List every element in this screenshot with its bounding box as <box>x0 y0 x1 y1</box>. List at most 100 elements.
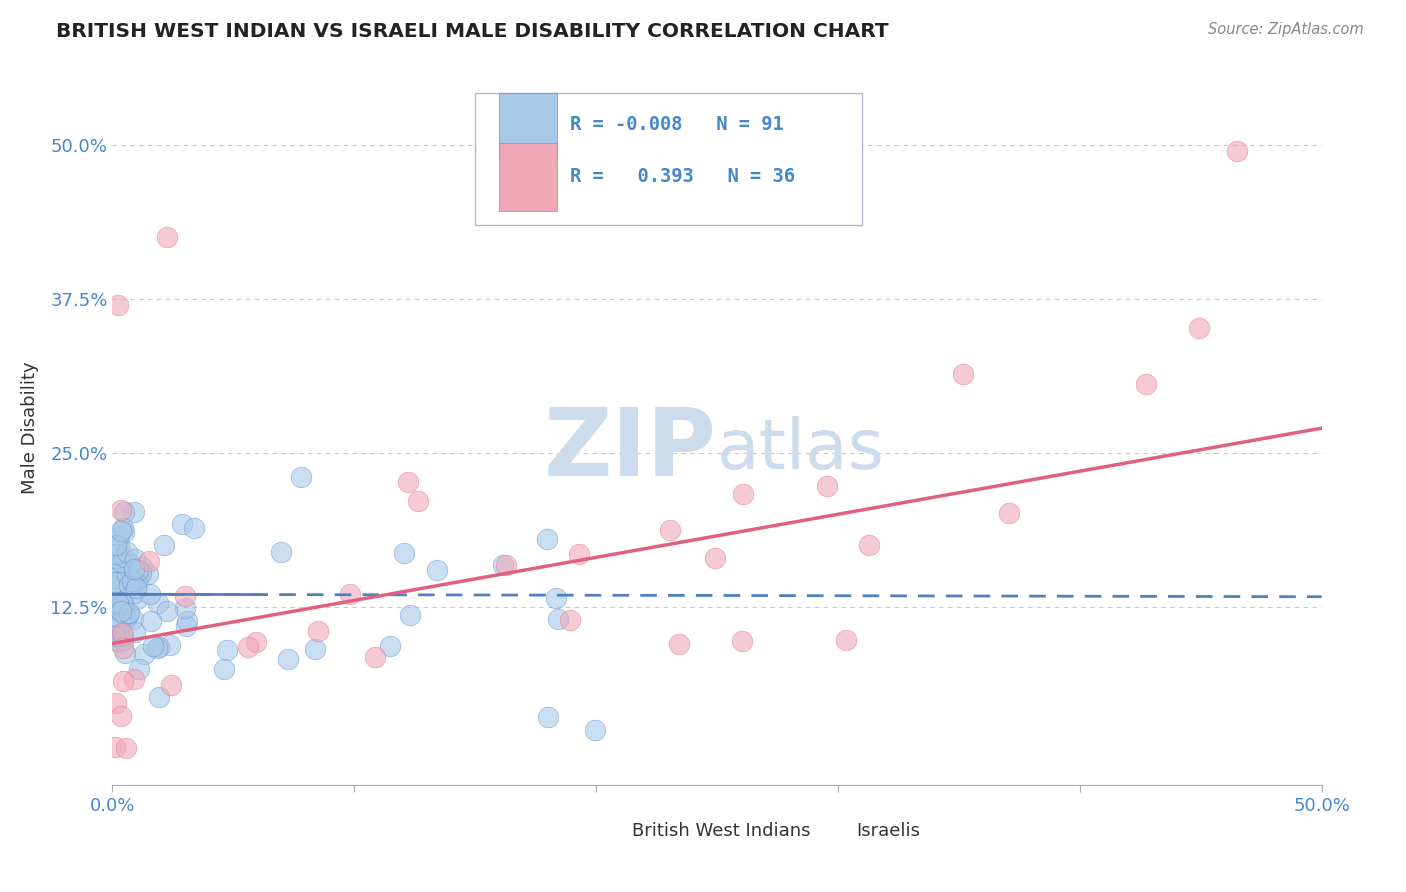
Point <box>492 558 515 573</box>
Point <box>536 532 558 546</box>
FancyBboxPatch shape <box>581 815 621 847</box>
Point <box>290 470 312 484</box>
Point <box>585 723 607 737</box>
Text: R =   0.393   N = 36: R = 0.393 N = 36 <box>569 167 794 186</box>
Point <box>835 633 858 648</box>
Point <box>104 740 127 755</box>
Point <box>176 619 198 633</box>
Point <box>111 673 134 688</box>
Point <box>108 635 131 649</box>
Point <box>174 589 197 603</box>
Point <box>104 578 127 592</box>
Point <box>406 494 429 508</box>
Point <box>426 563 449 577</box>
Point <box>107 539 129 553</box>
Point <box>108 630 131 644</box>
Point <box>277 652 299 666</box>
Point <box>544 591 567 606</box>
Point <box>142 640 165 654</box>
Point <box>110 595 132 609</box>
Point <box>122 612 145 626</box>
Point <box>339 586 361 600</box>
Point <box>104 603 127 617</box>
Point <box>568 547 591 561</box>
Point <box>156 604 179 618</box>
Point <box>125 577 148 591</box>
Point <box>858 538 880 552</box>
Point <box>114 609 136 624</box>
Point <box>139 587 162 601</box>
Point <box>111 633 134 648</box>
Point <box>132 647 155 661</box>
Point <box>364 650 387 665</box>
Point <box>495 558 517 572</box>
Point <box>111 625 134 640</box>
Point <box>124 552 146 566</box>
Point <box>112 505 135 519</box>
FancyBboxPatch shape <box>475 93 862 225</box>
Point <box>245 635 267 649</box>
Text: Source: ZipAtlas.com: Source: ZipAtlas.com <box>1208 22 1364 37</box>
Point <box>115 566 138 581</box>
Point <box>110 555 132 569</box>
Point <box>139 615 162 629</box>
Point <box>105 621 128 635</box>
Point <box>1226 145 1249 159</box>
Text: ZIP: ZIP <box>544 403 717 496</box>
Point <box>115 609 138 624</box>
Point <box>105 548 128 562</box>
Point <box>537 710 560 724</box>
Point <box>111 553 134 567</box>
Point <box>215 643 238 657</box>
Point <box>110 708 132 723</box>
Point <box>238 640 260 654</box>
Point <box>124 672 146 686</box>
Text: Israelis: Israelis <box>856 822 920 840</box>
Point <box>110 603 132 617</box>
Point <box>396 475 419 489</box>
Point <box>125 582 148 596</box>
Point <box>115 611 138 625</box>
Point <box>110 614 132 628</box>
FancyBboxPatch shape <box>499 143 557 211</box>
Point <box>127 563 149 577</box>
Point <box>560 613 582 627</box>
Point <box>117 607 139 622</box>
Point <box>128 571 150 585</box>
Point <box>148 596 170 610</box>
Point <box>121 574 143 589</box>
Point <box>114 610 136 624</box>
Point <box>107 596 129 610</box>
Point <box>815 479 838 493</box>
Text: R = -0.008   N = 91: R = -0.008 N = 91 <box>569 115 783 135</box>
Point <box>104 571 127 585</box>
Point <box>118 578 141 592</box>
Point <box>1135 376 1157 391</box>
Point <box>731 487 754 501</box>
Point <box>148 640 170 654</box>
Point <box>122 585 145 599</box>
Point <box>110 524 132 538</box>
Point <box>131 560 153 574</box>
Point <box>120 558 142 572</box>
Point <box>270 545 292 559</box>
Point <box>148 690 170 705</box>
Point <box>104 629 127 643</box>
Point <box>114 646 136 660</box>
Point <box>378 639 401 653</box>
Point <box>659 523 682 537</box>
Point <box>112 597 135 611</box>
Point <box>114 741 136 756</box>
Point <box>107 529 129 543</box>
Point <box>112 616 135 631</box>
Point <box>111 627 134 641</box>
Text: atlas: atlas <box>717 416 884 483</box>
Point <box>176 614 198 628</box>
Point <box>104 696 127 710</box>
Point <box>112 640 135 655</box>
Point <box>146 641 169 656</box>
Point <box>122 562 145 576</box>
FancyBboxPatch shape <box>499 93 557 161</box>
Text: British West Indians: British West Indians <box>633 822 811 840</box>
Point <box>668 637 690 651</box>
